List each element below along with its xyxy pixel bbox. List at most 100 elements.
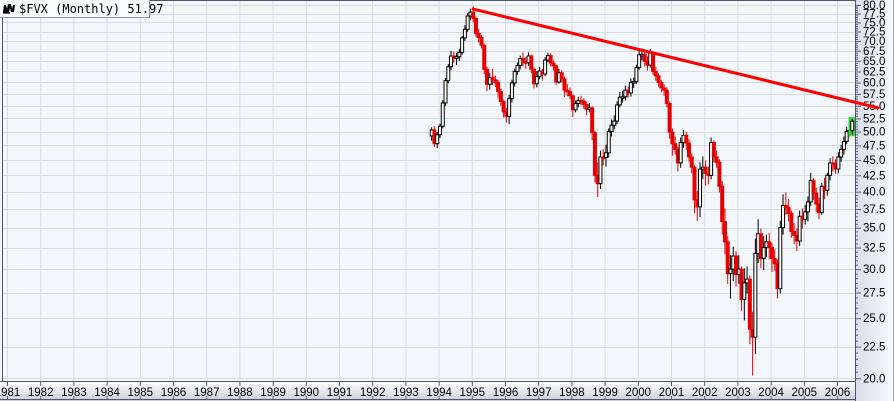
x-axis-label: 1983: [61, 387, 87, 399]
chart-title-box: $FVX (Monthly) 51.97: [0, 0, 164, 18]
candle: [485, 68, 490, 85]
x-axis-label: 1986: [161, 387, 187, 399]
candle: [612, 120, 617, 126]
y-axis-label: 65.0: [863, 56, 885, 68]
y-axis-label: 30.0: [863, 264, 885, 276]
candle: [437, 125, 442, 136]
candle: [781, 204, 786, 229]
candle: [446, 66, 451, 82]
y-axis-label: 60.0: [863, 77, 885, 89]
candle: [651, 52, 656, 72]
candle: [631, 81, 636, 84]
candle: [449, 55, 454, 68]
x-axis-label: 1993: [393, 387, 419, 399]
candle: [590, 107, 595, 134]
candle: [496, 81, 501, 93]
candle: [615, 104, 620, 122]
candle: [548, 55, 553, 64]
x-axis-label: 1987: [194, 387, 220, 399]
candle: [520, 57, 525, 63]
candle: [634, 67, 639, 83]
y-axis-label: 35.0: [863, 223, 885, 235]
candle: [689, 156, 694, 168]
candle: [803, 211, 808, 220]
candle: [717, 161, 722, 187]
candle: [714, 156, 719, 163]
candle: [565, 89, 570, 93]
candle: [758, 233, 763, 260]
candle: [471, 11, 476, 19]
x-axis-label: 1996: [493, 387, 519, 399]
candle: [559, 72, 564, 80]
candle: [581, 100, 586, 105]
candle: [673, 143, 678, 150]
x-axis-label: 2000: [626, 387, 652, 399]
candle: [473, 17, 478, 34]
x-axis-label: 1991: [327, 387, 353, 399]
x-axis-label: 1985: [128, 387, 154, 399]
x-axis-label: 2005: [792, 387, 818, 399]
candle: [435, 134, 440, 145]
candle: [747, 278, 752, 330]
y-axis[interactable]: 80.077.575.072.570.067.565.062.560.057.5…: [855, 0, 886, 401]
y-axis-label: 72.5: [863, 27, 885, 39]
price-axis-strip: [855, 0, 894, 401]
candle: [534, 76, 539, 85]
y-axis-label: 42.5: [863, 170, 885, 182]
candle: [836, 156, 841, 170]
candle: [465, 15, 470, 30]
candle: [501, 101, 506, 113]
candle: [686, 142, 691, 158]
y-axis-label: 47.5: [863, 140, 885, 152]
candle: [692, 166, 697, 201]
candle: [620, 96, 625, 99]
candle: [462, 28, 467, 39]
candle: [454, 56, 459, 59]
y-axis-label: 57.5: [863, 89, 885, 101]
y-axis-label: 40.0: [863, 187, 885, 199]
y-axis-label: 77.5: [863, 9, 885, 21]
chart-title: $FVX (Monthly) 51.97: [19, 1, 164, 16]
y-axis-label: 20.0: [863, 373, 885, 385]
date-axis-bar: [0, 382, 855, 401]
candle: [529, 55, 534, 70]
candle: [656, 75, 661, 83]
candle: [769, 247, 774, 260]
candle: [570, 95, 575, 111]
candle: [805, 201, 810, 213]
x-axis-label: 1988: [227, 387, 253, 399]
candle: [703, 166, 708, 174]
x-axis[interactable]: 1981 1982 1983 1984 1985 1986 1987 1988 1989 1990…: [0, 381, 855, 401]
candle: [487, 77, 492, 85]
candle: [783, 204, 788, 209]
candle: [711, 142, 716, 158]
candle: [753, 252, 758, 338]
candle: [507, 98, 512, 117]
candle: [709, 142, 714, 176]
candle: [592, 132, 597, 176]
x-axis-label: 1990: [294, 387, 320, 399]
x-axis-label: 1984: [94, 387, 120, 399]
candle: [772, 258, 777, 265]
x-axis-label: 1995: [460, 387, 486, 399]
y-axis-label: 70.0: [863, 36, 885, 48]
candle: [811, 179, 816, 194]
trendline[interactable]: [471, 7, 880, 110]
candle: [825, 174, 830, 191]
y-axis-label: 52.5: [863, 113, 885, 125]
candle: [606, 131, 611, 154]
candle: [573, 102, 578, 111]
x-axis-label: 2002: [692, 387, 718, 399]
candle: [728, 268, 733, 275]
candle: [653, 70, 658, 77]
candle: [509, 82, 514, 100]
y-axis-label: 45.0: [863, 155, 885, 167]
candle: [479, 37, 484, 46]
candle: [460, 37, 465, 53]
x-axis-label: 1999: [592, 387, 618, 399]
candle: [797, 215, 802, 242]
x-axis-label: 2003: [725, 387, 751, 399]
candle: [684, 134, 689, 144]
